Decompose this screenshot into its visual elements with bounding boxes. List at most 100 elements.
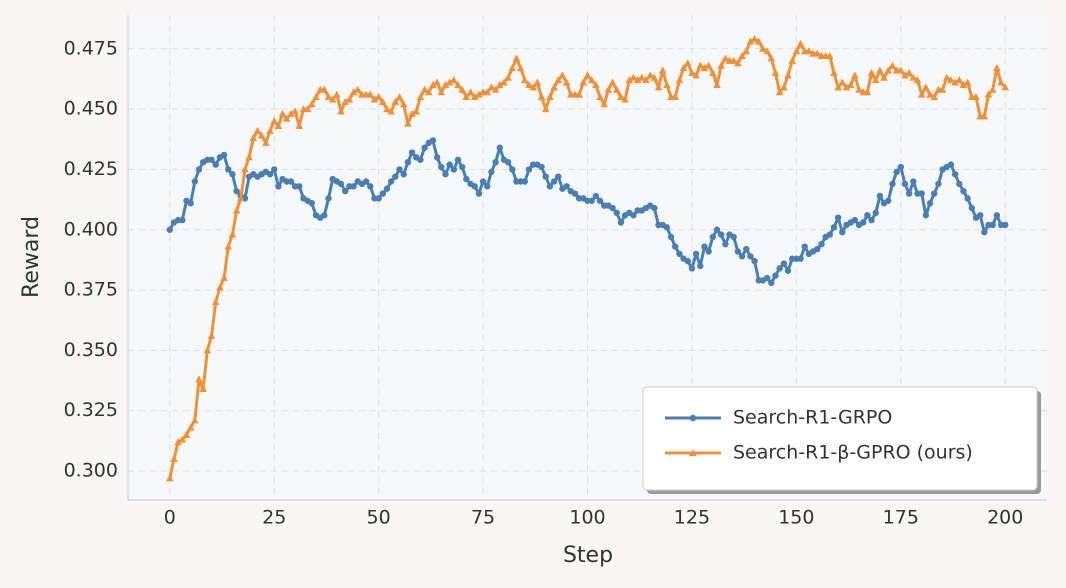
legend-label: Search-R1-GRPO bbox=[733, 407, 892, 429]
marker bbox=[926, 200, 934, 207]
marker bbox=[864, 212, 871, 219]
marker bbox=[211, 298, 220, 306]
marker bbox=[942, 73, 951, 81]
marker bbox=[275, 183, 282, 190]
marker bbox=[913, 76, 922, 84]
marker bbox=[187, 200, 194, 207]
marker bbox=[362, 178, 370, 185]
marker bbox=[629, 73, 638, 81]
marker bbox=[651, 204, 658, 212]
marker bbox=[404, 158, 412, 166]
marker bbox=[262, 138, 270, 146]
marker bbox=[775, 88, 784, 96]
marker bbox=[646, 71, 654, 79]
marker bbox=[630, 212, 637, 219]
marker bbox=[885, 197, 892, 204]
series-1 bbox=[165, 35, 1010, 482]
marker bbox=[959, 80, 968, 88]
marker bbox=[868, 216, 875, 224]
marker bbox=[667, 233, 675, 241]
marker bbox=[583, 71, 592, 79]
marker bbox=[412, 107, 421, 115]
marker bbox=[484, 183, 491, 190]
marker bbox=[195, 166, 203, 173]
marker bbox=[834, 83, 842, 91]
marker bbox=[776, 265, 783, 272]
marker bbox=[717, 61, 725, 69]
marker bbox=[445, 78, 454, 86]
marker bbox=[475, 90, 483, 98]
marker bbox=[303, 105, 312, 113]
marker bbox=[191, 178, 199, 185]
marker bbox=[876, 192, 884, 200]
marker bbox=[830, 224, 838, 231]
marker bbox=[768, 279, 775, 287]
marker bbox=[433, 154, 441, 161]
x-tick-label: 200 bbox=[987, 507, 1023, 529]
marker bbox=[839, 228, 846, 236]
marker bbox=[663, 80, 671, 88]
marker bbox=[897, 163, 904, 171]
marker bbox=[905, 190, 913, 197]
marker bbox=[491, 85, 500, 93]
marker bbox=[746, 37, 755, 45]
marker bbox=[600, 100, 609, 108]
marker bbox=[951, 171, 959, 178]
marker bbox=[353, 85, 362, 93]
marker bbox=[813, 49, 822, 57]
marker bbox=[487, 83, 496, 91]
marker bbox=[195, 375, 203, 383]
marker bbox=[337, 107, 345, 115]
x-tick-label: 75 bbox=[471, 507, 495, 529]
marker bbox=[417, 156, 424, 163]
marker bbox=[993, 64, 1001, 72]
marker bbox=[984, 90, 993, 98]
marker bbox=[170, 454, 178, 462]
marker bbox=[538, 163, 545, 171]
marker bbox=[893, 168, 900, 176]
marker bbox=[379, 97, 387, 105]
marker bbox=[342, 187, 349, 195]
marker bbox=[253, 126, 262, 134]
marker bbox=[550, 83, 558, 91]
marker bbox=[876, 66, 884, 74]
marker bbox=[270, 117, 279, 125]
marker bbox=[199, 385, 207, 393]
marker bbox=[562, 78, 571, 86]
marker bbox=[918, 190, 925, 197]
marker bbox=[245, 153, 253, 161]
marker bbox=[625, 76, 634, 84]
marker bbox=[860, 219, 867, 226]
marker bbox=[851, 71, 859, 79]
y-tick-label: 0.475 bbox=[64, 37, 118, 59]
marker bbox=[416, 93, 425, 101]
marker bbox=[964, 195, 971, 202]
marker bbox=[278, 109, 287, 117]
marker bbox=[383, 105, 391, 113]
marker bbox=[229, 171, 236, 178]
marker bbox=[751, 257, 758, 265]
marker bbox=[792, 47, 801, 55]
marker bbox=[395, 93, 404, 101]
marker bbox=[563, 183, 570, 190]
marker bbox=[182, 430, 191, 438]
marker bbox=[370, 95, 379, 103]
marker bbox=[592, 80, 600, 88]
marker bbox=[722, 241, 729, 248]
marker bbox=[818, 241, 825, 248]
marker bbox=[956, 180, 963, 188]
marker bbox=[450, 76, 458, 84]
marker bbox=[638, 73, 646, 81]
marker bbox=[408, 109, 416, 117]
marker bbox=[672, 243, 679, 250]
marker bbox=[663, 224, 671, 231]
marker bbox=[633, 76, 642, 84]
marker bbox=[917, 90, 926, 98]
marker bbox=[901, 180, 909, 188]
marker bbox=[537, 93, 546, 101]
marker bbox=[617, 219, 625, 226]
marker bbox=[767, 54, 776, 62]
marker bbox=[220, 151, 228, 159]
marker bbox=[296, 183, 303, 190]
marker bbox=[496, 144, 503, 151]
